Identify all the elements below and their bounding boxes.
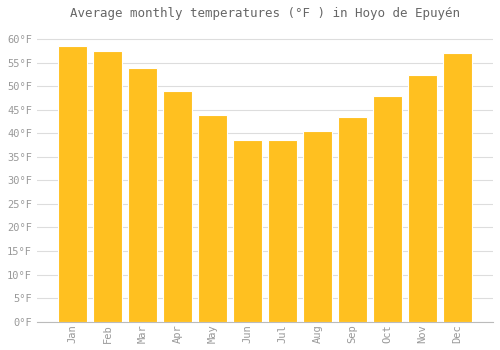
Bar bbox=[232, 140, 262, 322]
Bar bbox=[162, 91, 192, 322]
Bar bbox=[372, 96, 402, 322]
Bar bbox=[302, 131, 332, 322]
Bar bbox=[92, 51, 122, 322]
Bar bbox=[338, 117, 368, 322]
Bar bbox=[198, 114, 228, 322]
Bar bbox=[442, 54, 472, 322]
Bar bbox=[58, 47, 88, 322]
Bar bbox=[128, 68, 158, 322]
Bar bbox=[408, 75, 438, 322]
Bar bbox=[268, 140, 298, 322]
Title: Average monthly temperatures (°F ) in Hoyo de Epuyén: Average monthly temperatures (°F ) in Ho… bbox=[70, 7, 460, 20]
